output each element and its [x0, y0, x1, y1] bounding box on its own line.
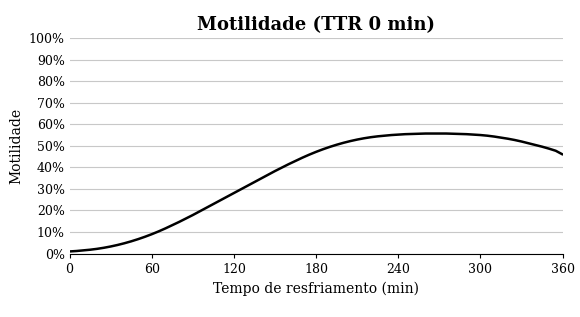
Title: Motilidade (TTR 0 min): Motilidade (TTR 0 min)	[197, 16, 435, 34]
X-axis label: Tempo de resfriamento (min): Tempo de resfriamento (min)	[213, 281, 419, 295]
Y-axis label: Motilidade: Motilidade	[9, 108, 23, 184]
